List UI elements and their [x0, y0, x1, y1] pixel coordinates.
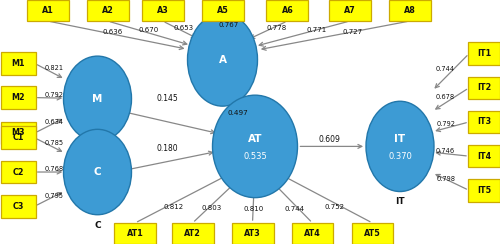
Text: AT5: AT5 [364, 229, 381, 237]
Text: 0.798: 0.798 [436, 176, 455, 182]
Text: M: M [93, 148, 102, 157]
FancyBboxPatch shape [172, 223, 213, 244]
FancyBboxPatch shape [26, 0, 68, 21]
Text: AT3: AT3 [244, 229, 261, 237]
Text: A1: A1 [42, 7, 54, 15]
Text: 0.497: 0.497 [227, 111, 248, 116]
Text: 0.752: 0.752 [324, 204, 344, 210]
Text: 0.767: 0.767 [218, 22, 238, 28]
Text: 0.792: 0.792 [44, 92, 64, 98]
Text: C: C [94, 221, 101, 230]
FancyBboxPatch shape [468, 42, 500, 65]
Text: AT: AT [248, 134, 262, 144]
FancyBboxPatch shape [329, 0, 371, 21]
Text: IT3: IT3 [477, 118, 491, 126]
Text: C2: C2 [13, 168, 24, 176]
FancyBboxPatch shape [202, 0, 243, 21]
Text: IT: IT [394, 134, 406, 144]
Ellipse shape [64, 129, 132, 215]
Text: A3: A3 [156, 7, 168, 15]
Text: M: M [92, 94, 102, 104]
Text: A: A [218, 55, 226, 65]
FancyBboxPatch shape [232, 223, 274, 244]
FancyBboxPatch shape [1, 86, 36, 109]
Text: AT2: AT2 [184, 229, 201, 237]
Text: 0.810: 0.810 [243, 206, 264, 212]
Text: M3: M3 [12, 129, 25, 137]
Text: AT1: AT1 [126, 229, 144, 237]
Text: A6: A6 [282, 7, 294, 15]
Text: 0.370: 0.370 [388, 152, 412, 161]
Text: IT1: IT1 [477, 49, 491, 58]
Text: 0.795: 0.795 [44, 193, 64, 199]
FancyBboxPatch shape [352, 223, 394, 244]
Text: A2: A2 [102, 7, 114, 15]
Text: 0.145: 0.145 [156, 94, 178, 103]
Text: 0.785: 0.785 [44, 140, 64, 146]
Text: C3: C3 [13, 202, 24, 211]
Text: C1: C1 [13, 133, 24, 142]
Text: 0.744: 0.744 [436, 66, 455, 72]
Text: 0.180: 0.180 [156, 144, 178, 153]
FancyBboxPatch shape [468, 111, 500, 133]
FancyBboxPatch shape [468, 77, 500, 99]
Text: 0.821: 0.821 [44, 65, 64, 71]
Text: 0.771: 0.771 [306, 27, 326, 33]
Text: IT2: IT2 [477, 83, 491, 92]
Text: 0.535: 0.535 [243, 152, 267, 161]
Text: 0.812: 0.812 [164, 203, 184, 210]
Text: IT5: IT5 [477, 186, 491, 195]
Text: 0.792: 0.792 [436, 121, 455, 127]
FancyBboxPatch shape [292, 223, 334, 244]
FancyBboxPatch shape [1, 122, 36, 144]
Text: A5: A5 [216, 7, 228, 15]
FancyBboxPatch shape [1, 195, 36, 218]
FancyBboxPatch shape [1, 161, 36, 183]
Text: 0.727: 0.727 [342, 29, 362, 35]
FancyBboxPatch shape [1, 52, 36, 75]
Text: 0.609: 0.609 [318, 135, 340, 143]
Text: 0.653: 0.653 [174, 24, 194, 30]
Text: 0.768: 0.768 [44, 166, 64, 172]
Text: 0.803: 0.803 [202, 205, 222, 211]
Text: A7: A7 [344, 7, 356, 15]
Ellipse shape [212, 95, 298, 198]
FancyBboxPatch shape [86, 0, 128, 21]
Text: IT4: IT4 [477, 152, 491, 161]
Text: 0.778: 0.778 [266, 25, 286, 31]
Ellipse shape [366, 101, 434, 192]
Text: 0.670: 0.670 [138, 27, 158, 33]
Text: 0.636: 0.636 [102, 29, 122, 35]
Text: IT: IT [395, 197, 405, 206]
FancyBboxPatch shape [468, 145, 500, 167]
Text: 0.634: 0.634 [44, 119, 64, 125]
Text: 0.678: 0.678 [436, 94, 455, 100]
Text: M1: M1 [12, 59, 25, 68]
FancyBboxPatch shape [142, 0, 184, 21]
Text: A8: A8 [404, 7, 416, 15]
FancyBboxPatch shape [1, 126, 36, 149]
Text: 0.744: 0.744 [285, 205, 305, 212]
FancyBboxPatch shape [468, 179, 500, 202]
Text: 0.746: 0.746 [436, 148, 455, 154]
FancyBboxPatch shape [266, 0, 308, 21]
FancyBboxPatch shape [114, 223, 156, 244]
Ellipse shape [64, 56, 132, 142]
Text: C: C [94, 167, 102, 177]
Text: M2: M2 [12, 93, 26, 102]
Ellipse shape [188, 13, 258, 106]
Text: AT4: AT4 [304, 229, 321, 237]
FancyBboxPatch shape [389, 0, 431, 21]
